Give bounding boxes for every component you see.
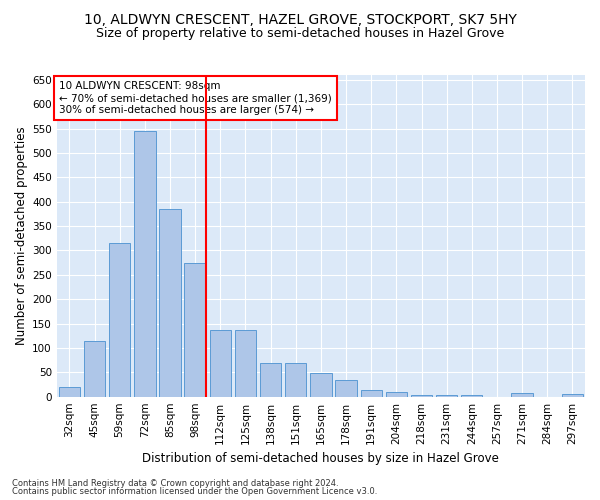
Bar	[260, 362, 281, 396]
Bar	[461, 395, 482, 396]
Bar	[159, 209, 181, 396]
Text: Contains public sector information licensed under the Open Government Licence v3: Contains public sector information licen…	[12, 487, 377, 496]
Text: 10 ALDWYN CRESCENT: 98sqm
← 70% of semi-detached houses are smaller (1,369)
30% : 10 ALDWYN CRESCENT: 98sqm ← 70% of semi-…	[59, 82, 332, 114]
Text: 10, ALDWYN CRESCENT, HAZEL GROVE, STOCKPORT, SK7 5HY: 10, ALDWYN CRESCENT, HAZEL GROVE, STOCKP…	[83, 12, 517, 26]
Bar	[59, 387, 80, 396]
Bar	[511, 394, 533, 396]
Bar	[436, 394, 457, 396]
Text: Contains HM Land Registry data © Crown copyright and database right 2024.: Contains HM Land Registry data © Crown c…	[12, 478, 338, 488]
Text: Size of property relative to semi-detached houses in Hazel Grove: Size of property relative to semi-detach…	[96, 28, 504, 40]
Bar	[386, 392, 407, 396]
Bar	[411, 394, 432, 396]
Bar	[134, 131, 155, 396]
Bar	[184, 262, 206, 396]
Bar	[361, 390, 382, 396]
Bar	[235, 330, 256, 396]
Y-axis label: Number of semi-detached properties: Number of semi-detached properties	[15, 126, 28, 345]
Bar	[209, 330, 231, 396]
Bar	[335, 380, 357, 396]
Bar	[562, 394, 583, 396]
Bar	[310, 374, 332, 396]
Bar	[84, 340, 105, 396]
X-axis label: Distribution of semi-detached houses by size in Hazel Grove: Distribution of semi-detached houses by …	[142, 452, 499, 465]
Bar	[285, 362, 307, 396]
Bar	[109, 243, 130, 396]
